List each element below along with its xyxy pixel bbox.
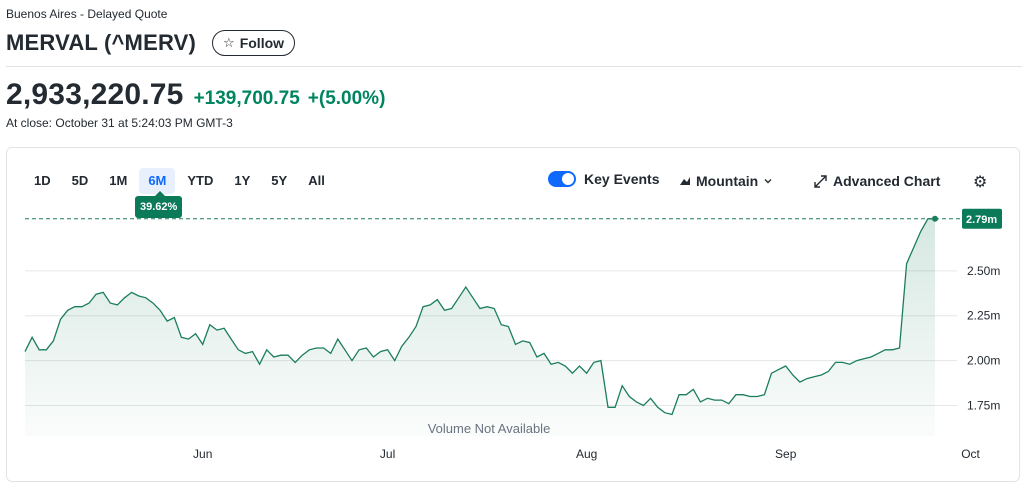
volume-unavailable-text: Volume Not Available bbox=[428, 421, 551, 436]
follow-label: Follow bbox=[239, 35, 285, 51]
price-change-percent: +(5.00%) bbox=[307, 88, 386, 109]
expand-icon bbox=[814, 174, 827, 188]
price-change: +139,700.75 bbox=[193, 88, 300, 109]
range-tab-6m[interactable]: 6M bbox=[139, 168, 176, 194]
advanced-chart-label: Advanced Chart bbox=[833, 173, 941, 189]
last-value-label: 2.79m bbox=[966, 214, 997, 226]
chart-card: 1D 5D 1M 6M YTD 1Y 5Y All 39.62% Key Events Mou… bbox=[6, 147, 1020, 482]
exchange-label: Buenos Aires - Delayed Quote bbox=[6, 7, 168, 21]
star-icon: ☆ bbox=[223, 35, 235, 50]
y-tick-label: 1.75m bbox=[967, 398, 1000, 412]
key-events-toggle-group[interactable]: Key Events bbox=[548, 171, 659, 187]
x-tick-label: Jun bbox=[193, 447, 212, 461]
range-tab-all[interactable]: All bbox=[308, 173, 325, 188]
last-value-badge: 2.79m bbox=[962, 208, 1002, 229]
key-events-toggle[interactable] bbox=[548, 171, 576, 187]
x-tick-label: Jul bbox=[380, 447, 395, 461]
range-tab-1m[interactable]: 1M bbox=[109, 173, 128, 188]
range-tabs: 1D 5D 1M 6M YTD 1Y 5Y All bbox=[25, 168, 337, 194]
range-return-badge: 39.62% bbox=[135, 191, 183, 218]
settings-gear-icon[interactable]: ⚙ bbox=[973, 174, 988, 191]
chevron-down-icon bbox=[764, 179, 772, 184]
x-tick-label: Oct bbox=[961, 447, 980, 461]
title-row: MERVAL (^MERV) ☆ Follow bbox=[6, 30, 296, 56]
range-tab-ytd[interactable]: YTD bbox=[187, 173, 214, 188]
y-tick-label: 2.25m bbox=[967, 309, 1000, 323]
y-tick-label: 2.00m bbox=[967, 354, 1000, 368]
series-area bbox=[25, 218, 935, 436]
price-chart: 2.50m 2.25m 2.00m 1.75m Jun Jul Aug Sep Oct 2.7… bbox=[24, 208, 1002, 461]
advanced-chart-button[interactable]: Advanced Chart bbox=[814, 173, 940, 189]
last-value-dot bbox=[932, 215, 938, 222]
range-tab-5d[interactable]: 5D bbox=[71, 173, 89, 188]
price-row: 2,933,220.75 +139,700.75 +(5.00%) bbox=[6, 78, 385, 112]
ticker-title: MERVAL (^MERV) bbox=[6, 30, 197, 55]
divider bbox=[6, 66, 1022, 67]
range-tab-1y[interactable]: 1Y bbox=[234, 173, 251, 188]
follow-button[interactable]: ☆ Follow bbox=[212, 30, 296, 56]
chart-type-label: Mountain bbox=[696, 173, 759, 189]
x-tick-label: Sep bbox=[775, 447, 797, 461]
range-tab-1d[interactable]: 1D bbox=[34, 173, 51, 188]
price-value: 2,933,220.75 bbox=[6, 78, 184, 111]
close-time: At close: October 31 at 5:24:03 PM GMT-3 bbox=[6, 116, 233, 130]
chart-type-dropdown[interactable]: Mountain bbox=[679, 173, 773, 189]
series-line bbox=[24, 218, 935, 416]
y-tick-label: 2.50m bbox=[967, 264, 1000, 278]
key-events-label: Key Events bbox=[584, 171, 660, 187]
range-tab-5y[interactable]: 5Y bbox=[271, 173, 288, 188]
x-tick-label: Aug bbox=[576, 447, 597, 461]
mountain-icon bbox=[680, 177, 690, 185]
